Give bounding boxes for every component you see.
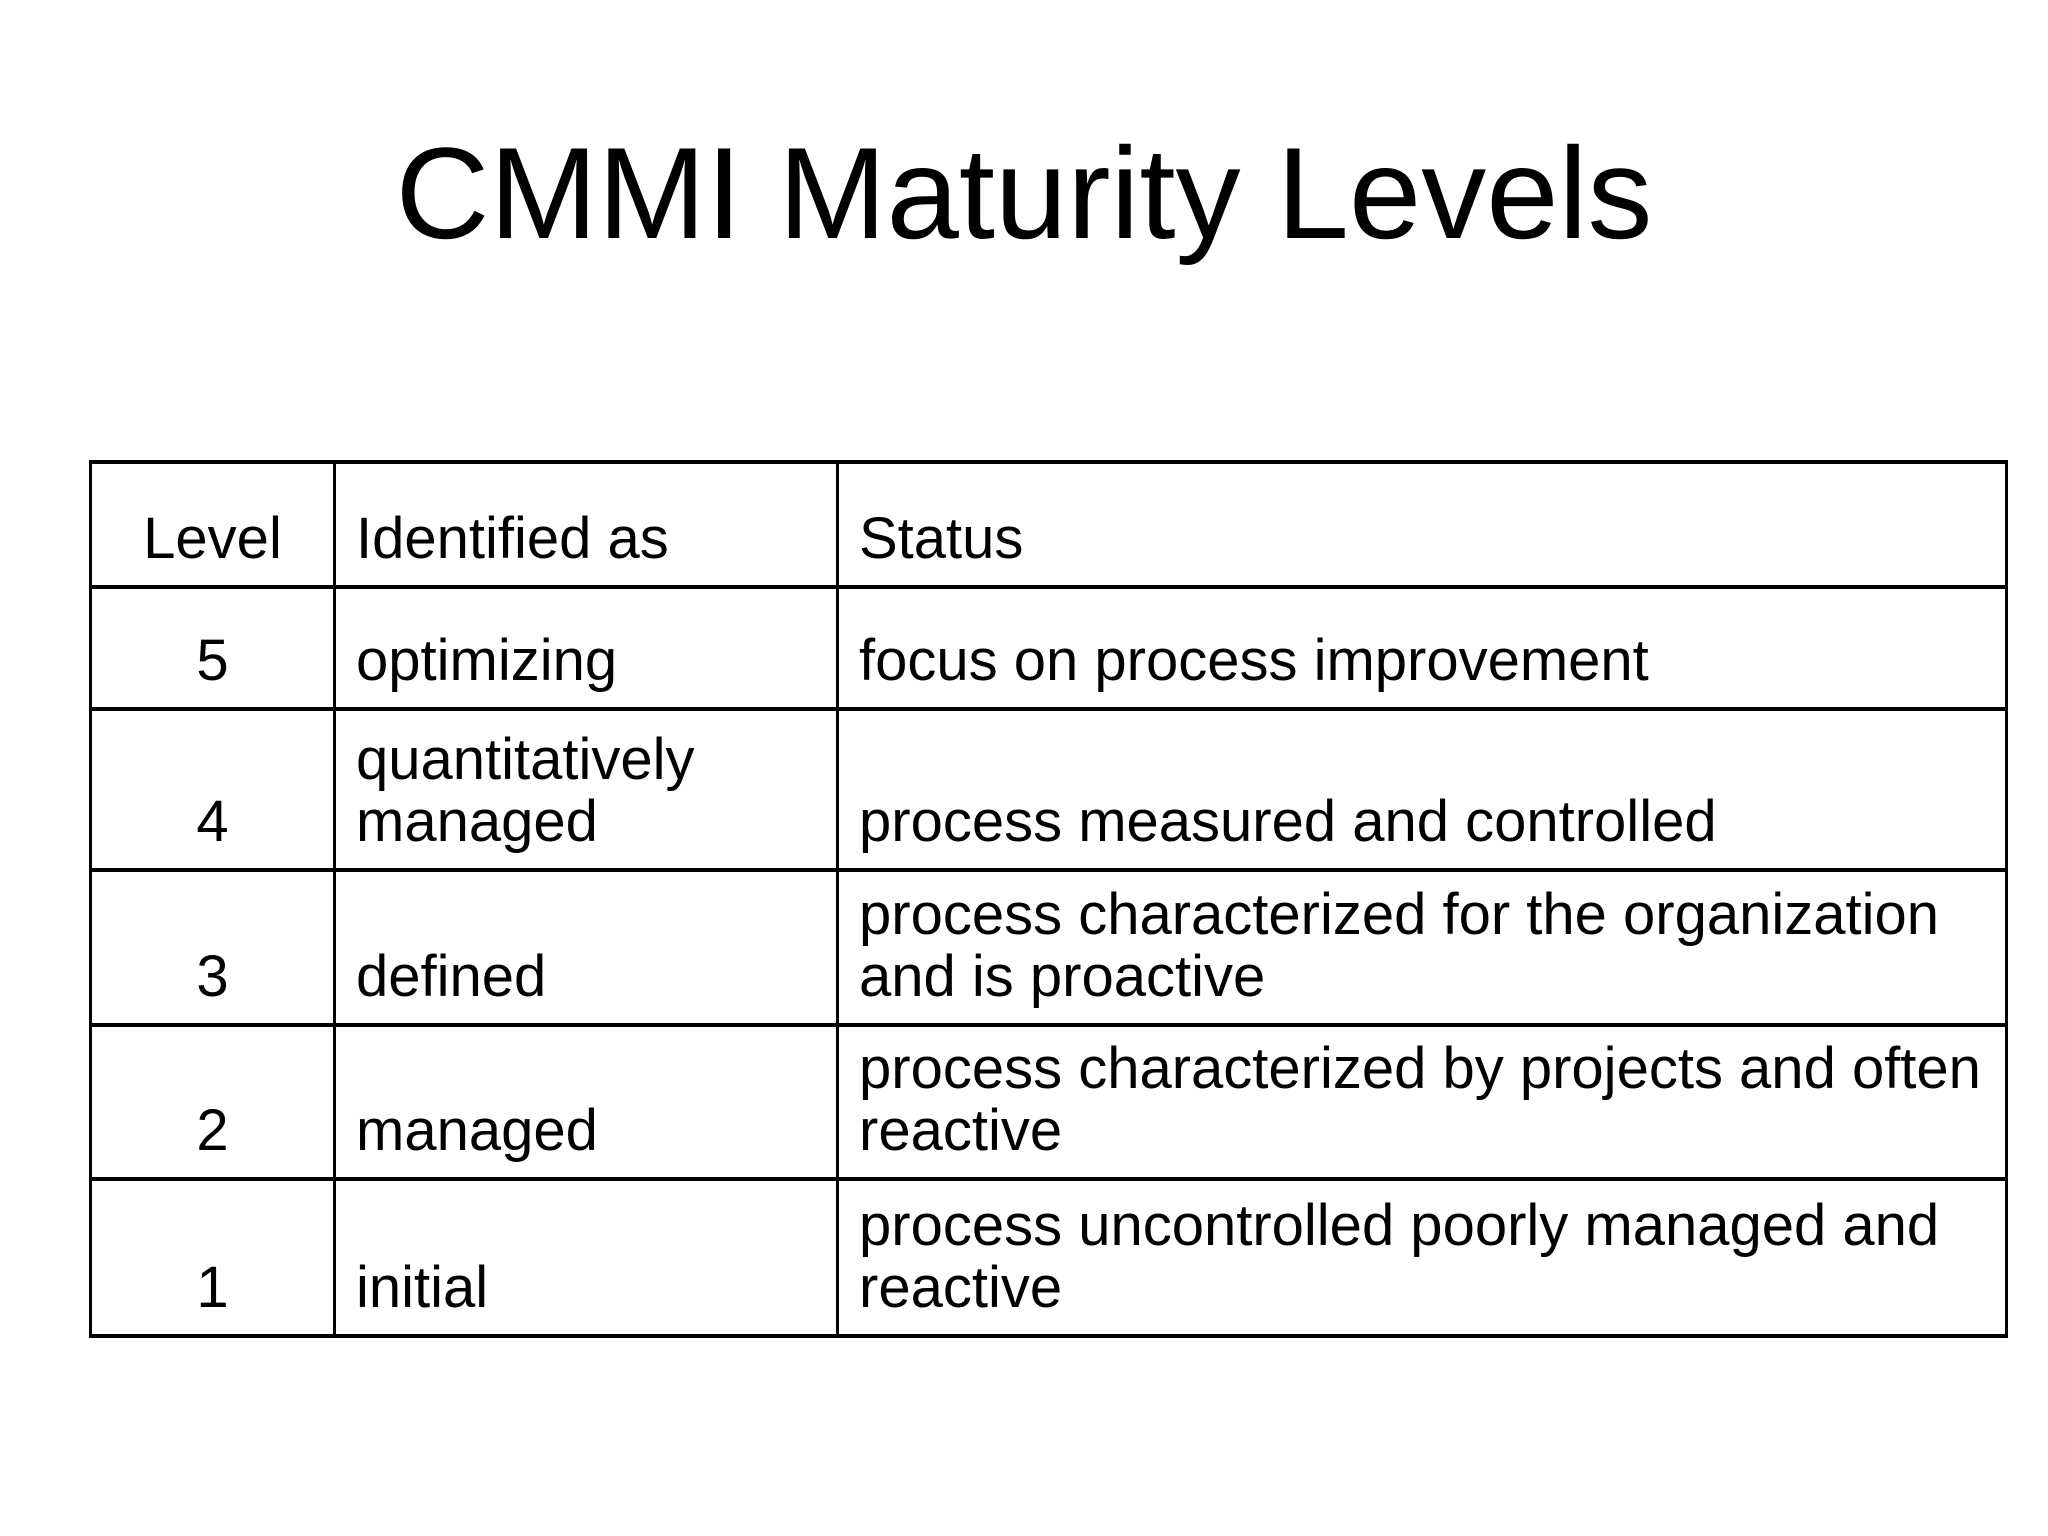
cell-status: process characterized for the organizati… xyxy=(836,868,2008,1027)
cell-identified-as: optimizing xyxy=(333,585,839,711)
cell-identified-as: initial xyxy=(333,1177,839,1338)
table-row-level-3: 3 defined process characterized for the … xyxy=(89,868,2008,1027)
cell-status: process measured and controlled xyxy=(836,707,2008,872)
slide-title: CMMI Maturity Levels xyxy=(395,120,1653,266)
column-header-level: Level xyxy=(89,460,336,589)
cell-status: process characterized by projects and of… xyxy=(836,1023,2008,1181)
cell-identified-as: managed xyxy=(333,1023,839,1181)
table-row-level-2: 2 managed process characterized by proje… xyxy=(89,1023,2008,1181)
table-row-level-1: 1 initial process uncontrolled poorly ma… xyxy=(89,1177,2008,1338)
cell-status: focus on process improvement xyxy=(836,585,2008,711)
cell-level: 2 xyxy=(89,1023,336,1181)
table-row-level-4: 4 quantitatively managed process measure… xyxy=(89,707,2008,872)
table-header-row: Level Identified as Status xyxy=(89,460,2008,589)
cell-level: 3 xyxy=(89,868,336,1027)
column-header-status: Status xyxy=(836,460,2008,589)
cell-identified-as: quantitatively managed xyxy=(333,707,839,872)
cell-level: 4 xyxy=(89,707,336,872)
cell-level: 5 xyxy=(89,585,336,711)
cell-identified-as: defined xyxy=(333,868,839,1027)
cell-level: 1 xyxy=(89,1177,336,1338)
column-header-identified-as: Identified as xyxy=(333,460,839,589)
table-row-level-5: 5 optimizing focus on process improvemen… xyxy=(89,585,2008,711)
cell-status: process uncontrolled poorly managed and … xyxy=(836,1177,2008,1338)
maturity-levels-table: Level Identified as Status 5 optimizing … xyxy=(89,460,2008,1338)
